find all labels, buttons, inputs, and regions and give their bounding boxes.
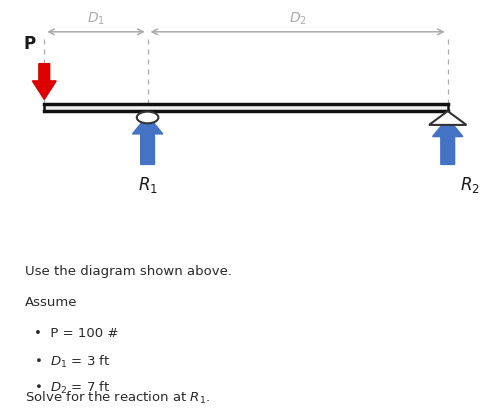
Text: $D_2$: $D_2$: [289, 10, 307, 27]
Text: •  P = 100 #: • P = 100 #: [34, 327, 119, 340]
FancyArrow shape: [132, 115, 163, 164]
Text: •  $D_1$ = 3 ft: • $D_1$ = 3 ft: [34, 354, 111, 370]
FancyArrow shape: [32, 64, 56, 100]
Text: $D_1$: $D_1$: [87, 10, 105, 27]
Bar: [44, 104, 448, 111]
Text: Solve for the reaction at $R_1$.: Solve for the reaction at $R_1$.: [25, 390, 210, 406]
Text: $\mathit{R_2}$: $\mathit{R_2}$: [460, 175, 480, 195]
Circle shape: [137, 112, 158, 123]
Text: Use the diagram shown above.: Use the diagram shown above.: [25, 265, 232, 278]
FancyArrow shape: [432, 118, 463, 164]
Text: Assume: Assume: [25, 296, 77, 309]
Text: $\mathbf{P}$: $\mathbf{P}$: [24, 35, 37, 53]
Text: $\mathit{R_1}$: $\mathit{R_1}$: [138, 175, 157, 195]
Polygon shape: [429, 111, 466, 125]
Text: •  $D_2$ = 7 ft: • $D_2$ = 7 ft: [34, 380, 111, 396]
